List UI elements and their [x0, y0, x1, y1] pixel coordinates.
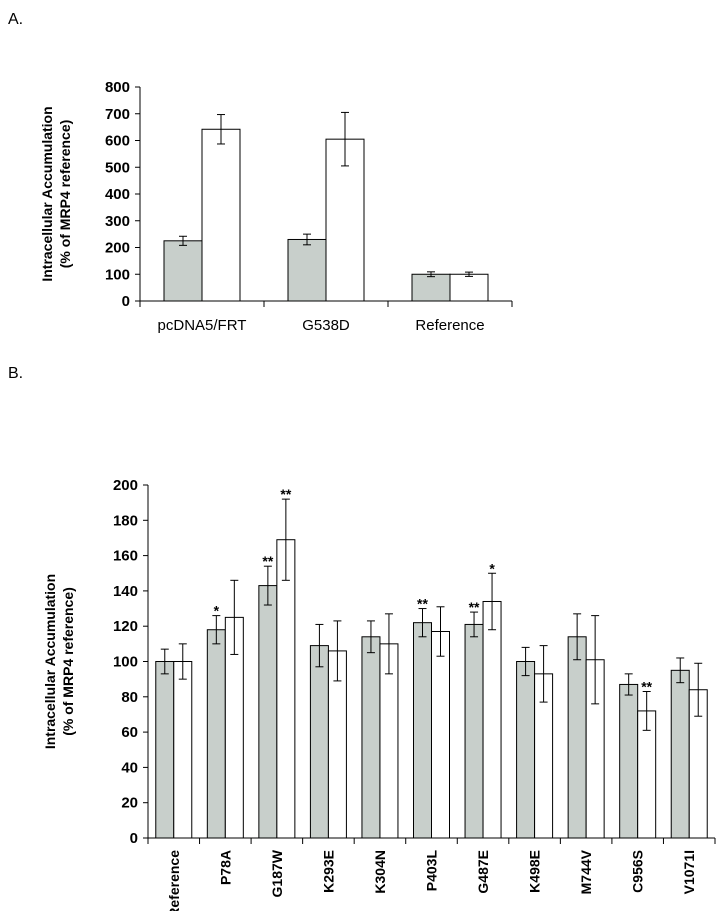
- bar-filled: [163, 240, 203, 302]
- y-axis-label: (% of MRP4 reference): [57, 120, 73, 269]
- significance-marker: **: [641, 679, 652, 695]
- y-tick-label: 100: [113, 654, 138, 671]
- y-tick-label: 0: [122, 293, 130, 310]
- panel-label: A.: [8, 11, 23, 28]
- y-tick-label: 300: [105, 213, 130, 230]
- bar-filled: [411, 273, 451, 302]
- significance-marker: *: [489, 560, 495, 576]
- y-tick-label: 180: [113, 512, 138, 529]
- y-axis-label: (% of MRP4 reference): [60, 587, 76, 736]
- bar-open: [173, 661, 193, 839]
- y-axis-label: Intracellular Accumulation: [42, 574, 58, 749]
- significance-marker: *: [214, 603, 220, 619]
- bar-filled: [258, 585, 278, 839]
- y-tick-label: 700: [105, 106, 130, 123]
- y-tick-label: 600: [105, 133, 130, 150]
- x-category-label: K498E: [527, 850, 543, 893]
- y-axis-label: Intracellular Accumulation: [39, 106, 55, 281]
- x-category-label: P78A: [217, 850, 233, 885]
- chart-b: B. 0 20 40 60 80 100 120 140 160 180 200 Intracellul…: [8, 365, 716, 911]
- bar-open: [276, 539, 296, 839]
- x-category-label: M744V: [578, 849, 594, 894]
- x-category-label: P403L: [424, 850, 440, 892]
- x-category-label: G538D: [302, 317, 350, 334]
- significance-marker: **: [280, 486, 291, 502]
- x-category-label: C956S: [630, 850, 646, 893]
- y-tick-label: 400: [105, 186, 130, 203]
- significance-marker: **: [262, 553, 273, 569]
- bar-filled: [155, 661, 175, 839]
- y-tick-label: 200: [105, 240, 130, 257]
- x-category-label: K304N: [372, 850, 388, 894]
- y-tick-label: 80: [121, 689, 138, 706]
- x-category-label: Reference: [166, 850, 182, 911]
- y-tick-label: 40: [121, 759, 138, 776]
- bar-open: [201, 128, 241, 302]
- bar-filled: [361, 636, 381, 839]
- bar-filled: [287, 238, 327, 302]
- x-category-label: pcDNA5/FRT: [158, 317, 247, 334]
- bar-open: [449, 273, 489, 302]
- x-category-label: K293E: [320, 850, 336, 893]
- bar-filled: [309, 645, 329, 839]
- bar-filled: [206, 629, 226, 839]
- bar-open: [482, 600, 502, 839]
- y-tick-label: 160: [113, 548, 138, 565]
- x-category-label: G187W: [269, 849, 285, 897]
- x-category-label: Reference: [415, 317, 484, 334]
- significance-marker: **: [469, 599, 480, 615]
- y-tick-label: 60: [121, 724, 138, 741]
- y-tick-label: 120: [113, 618, 138, 635]
- y-tick-label: 20: [121, 795, 138, 812]
- significance-marker: **: [417, 596, 428, 612]
- y-tick-label: 500: [105, 159, 130, 176]
- bar-filled: [464, 623, 484, 839]
- bar-filled: [413, 622, 432, 839]
- x-category-label: V1071I: [681, 850, 697, 894]
- bar-filled: [567, 636, 587, 839]
- y-tick-label: 800: [105, 79, 130, 96]
- bar-filled: [670, 669, 690, 839]
- y-tick-label: 0: [130, 830, 138, 847]
- x-category-label: G487E: [475, 850, 491, 894]
- panel-label: B.: [8, 365, 23, 382]
- y-tick-label: 100: [105, 266, 130, 283]
- chart-a: A. 0 100 200 300 400 500 600 700 800 Intracellular…: [8, 11, 513, 334]
- bar-open: [431, 630, 450, 839]
- bar-filled: [516, 661, 536, 839]
- y-tick-label: 140: [113, 583, 138, 600]
- bar-filled: [619, 683, 639, 839]
- y-tick-label: 200: [113, 477, 138, 494]
